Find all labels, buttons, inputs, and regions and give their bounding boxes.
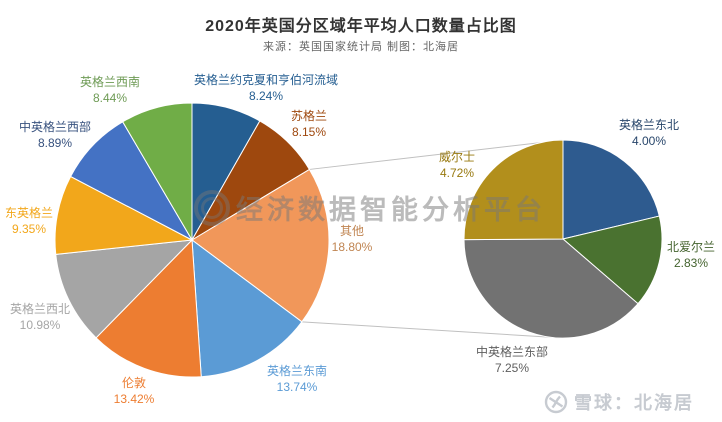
footer-brand-text: 雪球：北海居 [574, 393, 694, 413]
secondary-pie-label-3: 威尔士 4.72% [439, 149, 475, 181]
secondary-pie-label-2: 中英格兰东部 7.25% [476, 344, 548, 376]
slice-label-name: 苏格兰 [290, 109, 328, 123]
xueqiu-logo-icon [544, 390, 568, 414]
slice-label-name: 北爱尔兰 [666, 240, 716, 254]
secondary-pie-slice-0 [562, 139, 660, 240]
secondary-pie-label-1: 北爱尔兰 2.83% [667, 239, 715, 271]
secondary-pie-slice-3 [463, 139, 564, 241]
slice-label-name: 英格兰东北 [618, 118, 680, 132]
slice-label-name: 英格兰西北 [9, 302, 71, 316]
slice-label-name: 中英格兰西部 [18, 120, 92, 134]
slice-label-value: 8.44% [92, 91, 128, 105]
main-pie-label-2: 其他 18.80% [332, 223, 373, 255]
main-pie-slice-8 [122, 102, 193, 242]
slice-label-name: 中英格兰东部 [475, 345, 549, 359]
slice-label-value: 18.80% [331, 240, 373, 254]
slice-label-name: 其他 [339, 224, 365, 238]
slice-label-value: 13.74% [276, 380, 318, 394]
slice-label-name: 伦敦 [121, 376, 147, 390]
slice-label-value: 8.15% [291, 125, 327, 139]
slice-label-value: 9.35% [11, 222, 47, 236]
slice-label-name: 威尔士 [438, 150, 476, 164]
secondary-pie-slice-1 [561, 215, 663, 305]
series-connector-line-top [309, 139, 564, 170]
main-pie-label-3: 英格兰东南 13.74% [267, 363, 327, 395]
main-pie-label-8: 英格兰西南 8.44% [80, 74, 140, 106]
slice-label-name: 英格兰西南 [79, 75, 141, 89]
main-pie-label-1: 苏格兰 8.15% [291, 108, 327, 140]
slice-label-name: 英格兰约克夏和亨伯河流域 [193, 73, 339, 87]
chart-title: 2020年英国分区域年平均人口数量占比图 [205, 18, 517, 35]
main-pie-label-0: 英格兰约克夏和亨伯河流域 8.24% [194, 72, 338, 104]
main-pie-label-6: 东英格兰 9.35% [5, 205, 53, 237]
slice-label-value: 8.24% [248, 89, 284, 103]
main-pie-label-5: 英格兰西北 10.98% [10, 301, 70, 333]
secondary-pie-slice-2 [463, 238, 639, 339]
main-pie-label-4: 伦敦 13.42% [114, 375, 155, 407]
main-pie-slice-4 [95, 238, 202, 378]
main-pie-slice-6 [54, 175, 194, 255]
secondary-pie-label-0: 英格兰东北 4.00% [619, 117, 679, 149]
slice-label-value: 13.42% [113, 392, 155, 406]
slice-label-value: 2.83% [673, 256, 709, 270]
main-pie-slice-5 [55, 239, 194, 339]
slice-label-name: 英格兰东南 [266, 364, 328, 378]
main-pie-slice-2 [191, 168, 330, 323]
slice-label-value: 4.72% [439, 166, 475, 180]
series-connector-line-bottom [301, 321, 564, 339]
slice-label-value: 4.00% [631, 134, 667, 148]
chart-subtitle: 来源：英国国家统计局 制图：北海居 [262, 41, 460, 53]
footer-brand: 雪球：北海居 [544, 389, 694, 415]
main-pie-slice-3 [191, 238, 303, 378]
slice-label-value: 8.89% [37, 136, 73, 150]
slice-label-name: 东英格兰 [4, 206, 54, 220]
main-pie-label-7: 中英格兰西部 8.89% [19, 119, 91, 151]
slice-label-value: 10.98% [19, 318, 61, 332]
slice-label-value: 7.25% [494, 361, 530, 375]
